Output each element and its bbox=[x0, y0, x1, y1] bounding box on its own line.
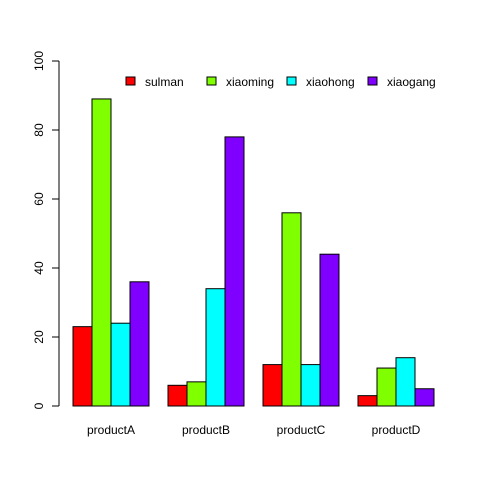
legend-label-xiaohong: xiaohong bbox=[306, 75, 355, 89]
legend-label-xiaogang: xiaogang bbox=[387, 75, 436, 89]
bar-xiaoming-productD bbox=[376, 367, 397, 407]
legend-label-xiaoming: xiaoming bbox=[226, 75, 274, 89]
bar-xiaohong-productB bbox=[205, 288, 226, 407]
bar-xiaohong-productC bbox=[300, 364, 321, 407]
bar-sulman-productD bbox=[357, 395, 378, 407]
bar-xiaoming-productC bbox=[281, 212, 302, 407]
bar-xiaogang-productD bbox=[414, 388, 435, 407]
legend-label-sulman: sulman bbox=[145, 75, 184, 89]
y-tick-label: 0 bbox=[32, 402, 46, 409]
bar-sulman-productB bbox=[167, 384, 188, 407]
y-tick-label: 20 bbox=[32, 330, 46, 344]
category-label: productA bbox=[87, 423, 135, 437]
bar-sulman-productC bbox=[262, 364, 283, 407]
bar-xiaohong-productA bbox=[110, 322, 131, 407]
legend-swatch-xiaoming bbox=[206, 76, 217, 86]
category-label: productB bbox=[182, 423, 230, 437]
y-tick-label: 40 bbox=[32, 261, 46, 275]
category-label: productC bbox=[277, 423, 326, 437]
category-labels: productA productB productC productD bbox=[87, 423, 421, 437]
y-axis: 0 20 40 60 80 100 bbox=[32, 51, 60, 409]
legend-swatch-sulman bbox=[125, 76, 136, 86]
bar-xiaoming-productB bbox=[186, 381, 207, 407]
bar-xiaogang-productA bbox=[129, 281, 150, 407]
legend-swatch-xiaogang bbox=[367, 76, 378, 86]
legend: sulman xiaoming xiaohong xiaogang bbox=[125, 75, 436, 89]
bar-xiaohong-productD bbox=[395, 357, 416, 407]
bar-sulman-productA bbox=[72, 326, 93, 407]
y-tick-label: 80 bbox=[32, 123, 46, 137]
legend-swatch-xiaohong bbox=[286, 76, 297, 86]
bar-area bbox=[72, 98, 435, 407]
category-label: productD bbox=[372, 423, 421, 437]
y-tick-label: 60 bbox=[32, 192, 46, 206]
bar-xiaogang-productB bbox=[224, 136, 245, 407]
bar-xiaoming-productA bbox=[91, 98, 112, 407]
bar-xiaogang-productC bbox=[319, 253, 340, 407]
y-tick-label: 100 bbox=[32, 51, 46, 71]
